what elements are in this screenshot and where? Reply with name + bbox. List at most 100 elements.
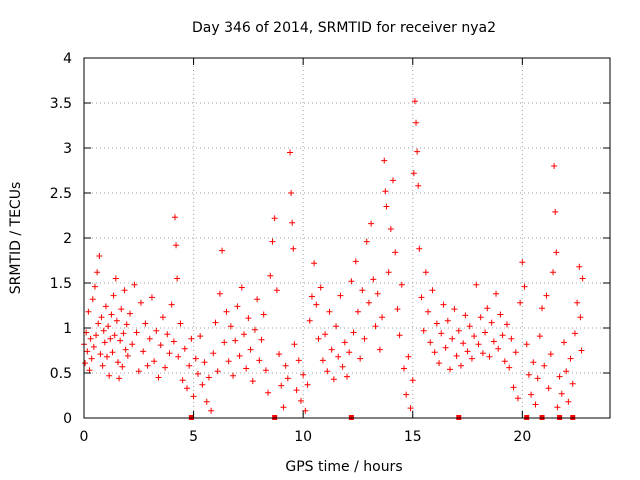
x-tick-label: 10 [294,429,312,445]
data-point [208,407,215,414]
data-point [420,327,427,334]
data-point [482,329,489,336]
data-point [293,387,300,394]
data-point [484,305,491,312]
data-points [81,98,586,414]
data-point [181,345,188,352]
data-point [528,391,535,398]
chart-title: Day 346 of 2014, SRMTID for receiver nya… [192,20,496,36]
data-point [190,393,197,400]
data-point [385,269,392,276]
data-point [210,350,217,357]
data-point [88,355,95,362]
grid-lines [84,58,610,418]
data-point [545,385,552,392]
data-point [87,335,94,342]
data-point [157,342,164,349]
data-point [168,301,175,308]
data-point [536,333,543,340]
data-point [116,375,123,382]
data-point [578,347,585,354]
data-point [269,238,276,245]
data-point [137,299,144,306]
data-point [407,405,414,412]
data-point [216,290,223,297]
data-point [449,335,456,342]
data-point [534,375,541,382]
data-point [574,299,581,306]
data-point [551,163,558,169]
data-point [431,349,438,356]
data-point [140,348,147,355]
data-point [567,355,574,362]
data-point [159,314,166,321]
data-point [232,337,239,344]
data-point [376,346,383,353]
data-point [89,296,96,303]
data-point [444,317,451,324]
data-point [451,306,458,313]
data-point [317,284,324,291]
data-point [276,351,283,358]
data-point [539,305,546,312]
data-point [101,339,108,346]
x-tick-label: 15 [404,429,422,445]
data-point [225,358,232,365]
data-point [464,348,471,355]
data-point [501,358,508,365]
data-point [405,353,412,360]
data-point [282,362,289,369]
data-point [236,352,243,359]
data-point [457,362,464,369]
data-point [359,287,366,294]
data-point [436,360,443,367]
data-point [576,263,583,270]
data-point [440,301,447,308]
data-point [383,203,390,210]
data-point [543,292,550,299]
data-point [94,269,101,276]
data-point [96,253,103,259]
data-point [468,355,475,362]
data-point [550,269,557,276]
y-tick-label: 1 [63,321,72,337]
y-tick-label: 2.5 [50,186,72,202]
data-point [514,395,521,402]
data-point [361,335,368,342]
data-point [411,98,418,105]
y-axis-label: SRMTID / TECUs [8,182,24,295]
data-point [223,308,230,315]
data-point [135,368,142,375]
data-point [124,352,131,359]
data-point [108,311,115,318]
data-point [508,335,515,342]
y-tick-label: 2 [63,231,72,247]
data-point [227,323,234,330]
data-point [368,220,375,227]
data-point [123,321,130,328]
data-point [415,182,422,189]
data-point [247,346,254,353]
data-point [372,323,379,330]
data-point [85,308,92,315]
data-point [197,333,204,340]
data-point [341,339,348,346]
data-point [304,381,311,388]
data-point [330,376,337,383]
data-point [114,359,121,366]
data-point [497,311,504,318]
data-point [394,306,401,313]
axis-ticks [83,57,610,419]
data-point [186,362,193,369]
data-point [105,323,112,330]
data-point [473,281,480,288]
data-point [164,331,171,338]
data-point [245,315,252,322]
data-point [479,350,486,357]
data-point [381,157,388,164]
data-point [560,339,567,346]
data-point [175,353,182,360]
data-point [93,332,100,339]
